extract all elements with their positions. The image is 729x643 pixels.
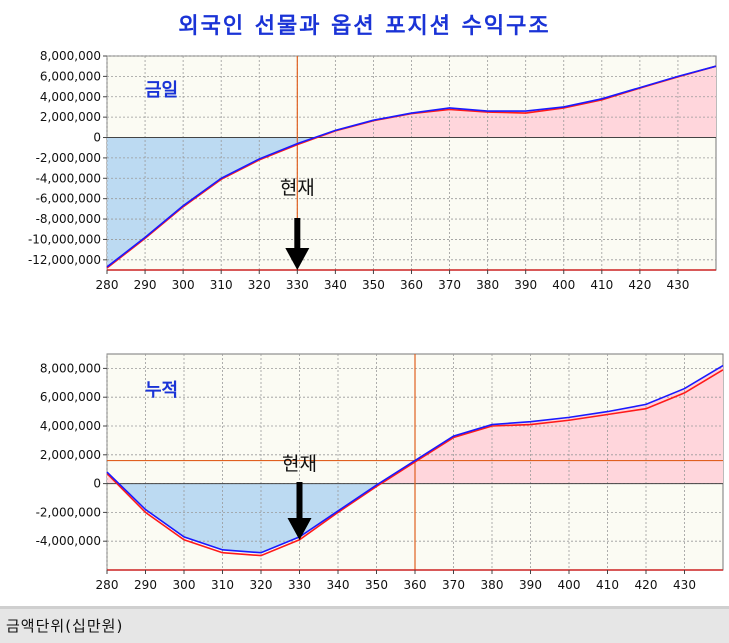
y-tick-label: -8,000,000 <box>36 212 101 226</box>
y-tick-label: 4,000,000 <box>40 90 101 104</box>
unit-label: 금액단위(십만원) <box>6 617 124 635</box>
x-tick-label: 350 <box>362 278 385 292</box>
x-tick-label: 340 <box>324 278 347 292</box>
x-tick-label: 350 <box>365 578 388 592</box>
x-tick-label: 290 <box>134 578 157 592</box>
x-tick-label: 280 <box>96 578 119 592</box>
y-tick-label: -2,000,000 <box>36 151 101 165</box>
y-tick-label: 2,000,000 <box>40 448 101 462</box>
series-line-blue <box>106 65 717 268</box>
x-tick-label: 390 <box>514 278 537 292</box>
x-tick-label: 300 <box>173 578 196 592</box>
chart-cumulative: 8,000,000 6,000,000 4,000,000 2,000,000 0 -2,… <box>36 353 724 592</box>
x-tick-label: 400 <box>558 578 581 592</box>
x-tick-label: 330 <box>286 278 309 292</box>
x-tick-label: 280 <box>96 278 119 292</box>
x-tick-label: 380 <box>481 578 504 592</box>
y-tick-label: 6,000,000 <box>40 69 101 83</box>
x-tick-label: 340 <box>327 578 350 592</box>
loss-area <box>107 137 315 267</box>
y-tick-label: 0 <box>93 477 101 491</box>
current-arrow-shaft <box>296 482 303 520</box>
x-tick-label: 330 <box>288 578 311 592</box>
current-arrow-shaft <box>294 218 301 250</box>
x-tick-label: 300 <box>172 278 195 292</box>
x-tick-label: 290 <box>134 278 157 292</box>
x-tick-label: 360 <box>404 578 427 592</box>
chart-today: 8,000,000 6,000,000 4,000,000 2,000,000 0 -2,… <box>28 49 717 292</box>
page-title: 외국인 선물과 옵션 포지션 수익구조 <box>178 13 551 39</box>
y-tick-label: 8,000,000 <box>40 49 101 63</box>
x-tick-label: 320 <box>250 578 273 592</box>
x-tick-label: 400 <box>552 278 575 292</box>
y-tick-label: -4,000,000 <box>36 171 101 185</box>
y-tick-label: -12,000,000 <box>28 253 101 267</box>
x-tick-label: 370 <box>442 578 465 592</box>
y-tick-label: -10,000,000 <box>28 232 101 246</box>
x-tick-label: 430 <box>666 278 689 292</box>
series-line-red <box>106 369 724 557</box>
series-line-blue <box>106 364 724 554</box>
x-tick-label: 420 <box>628 278 651 292</box>
y-tick-label: 0 <box>93 131 101 145</box>
x-tick-label: 410 <box>596 578 619 592</box>
x-tick-label: 360 <box>400 278 423 292</box>
y-tick-label: 2,000,000 <box>40 110 101 124</box>
y-tick-label: -4,000,000 <box>36 534 101 548</box>
panel-label: 누적 <box>145 380 178 401</box>
x-tick-label: 410 <box>590 278 613 292</box>
y-tick-label: 6,000,000 <box>40 390 101 404</box>
y-tick-label: -6,000,000 <box>36 192 101 206</box>
x-tick-label: 310 <box>210 278 233 292</box>
current-arrow-head <box>285 248 310 270</box>
y-tick-label: 4,000,000 <box>40 419 101 433</box>
current-label: 현재 <box>282 453 317 475</box>
x-tick-label: 390 <box>519 578 542 592</box>
y-tick-label: 8,000,000 <box>40 361 101 375</box>
panel-label: 금일 <box>145 80 178 101</box>
y-tick-label: -2,000,000 <box>36 505 101 519</box>
x-tick-label: 370 <box>438 278 461 292</box>
x-tick-label: 420 <box>635 578 658 592</box>
current-label: 현재 <box>280 177 315 199</box>
x-tick-label: 310 <box>211 578 234 592</box>
profit-area <box>107 66 716 138</box>
x-tick-label: 380 <box>476 278 499 292</box>
x-tick-label: 320 <box>248 278 271 292</box>
x-tick-label: 430 <box>673 578 696 592</box>
unit-footer: 금액단위(십만원) <box>0 606 729 643</box>
current-arrow-head <box>287 518 312 540</box>
